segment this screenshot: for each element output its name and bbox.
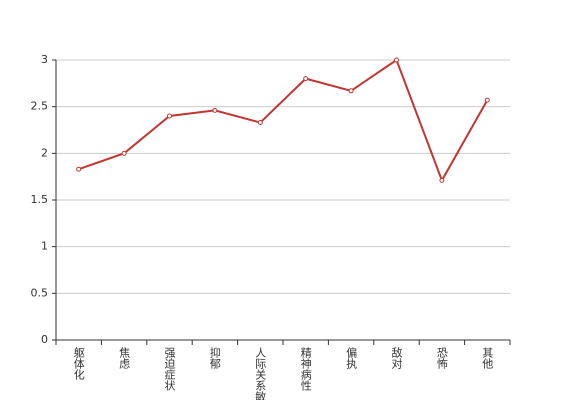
x-tick-label: 敌对 [390, 346, 403, 369]
x-tick-label: 人际关系敏感 [254, 347, 267, 400]
point [257, 120, 263, 126]
y-tick-label: 2 [41, 146, 48, 159]
x-tick-label: 抑郁 [208, 346, 221, 369]
x-tick-label: 强迫症状 [163, 347, 176, 391]
point [484, 97, 490, 103]
point [439, 177, 445, 183]
point [167, 113, 172, 119]
x-tick-label: 躯体化 [72, 347, 85, 381]
y-tick-label: 2.5 [31, 100, 49, 113]
x-tick-label: 恐怖 [435, 347, 448, 369]
x-tick-label: 焦虑 [118, 347, 131, 369]
y-tick-label: 1.5 [31, 193, 49, 206]
point [212, 107, 218, 113]
point [348, 88, 354, 94]
x-tick-label: 偏执 [345, 346, 358, 370]
point [394, 57, 399, 63]
point [121, 150, 127, 156]
point [76, 166, 82, 172]
y-tick-label: 1 [41, 240, 48, 253]
y-tick-label: 0.5 [31, 286, 49, 299]
x-tick-label: 其他 [481, 347, 494, 369]
y-tick-label: 0 [41, 333, 48, 346]
line [78, 58, 489, 183]
point [303, 76, 309, 82]
x-tick-label: 精神病性 [299, 347, 312, 392]
y-tick-label: 3 [41, 53, 48, 66]
